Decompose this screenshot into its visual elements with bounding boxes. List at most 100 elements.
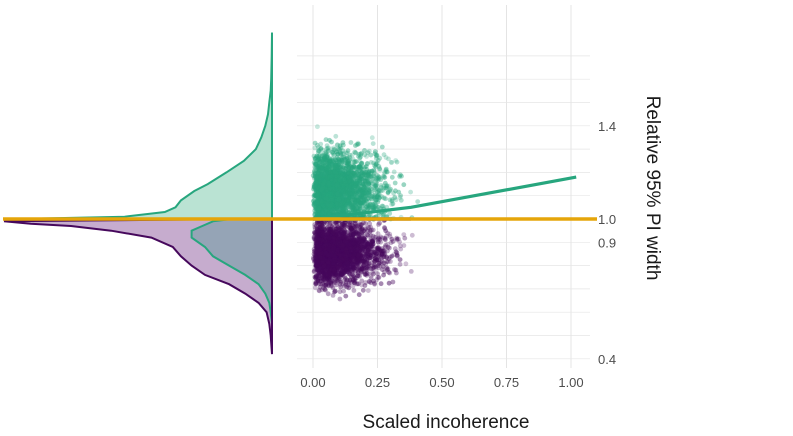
data-point (394, 250, 400, 256)
data-point (314, 259, 319, 265)
data-point (320, 276, 326, 282)
data-point (350, 251, 356, 257)
data-point (378, 188, 384, 194)
data-point (370, 239, 375, 245)
data-point (359, 258, 364, 264)
data-point (336, 245, 342, 250)
data-point (391, 252, 397, 258)
data-point (354, 263, 360, 268)
data-point (326, 234, 331, 240)
data-point (327, 264, 333, 270)
data-point (330, 273, 336, 279)
data-point (326, 274, 332, 280)
data-point (317, 229, 323, 235)
data-point (350, 231, 356, 237)
data-point (330, 149, 335, 155)
data-point (363, 256, 369, 261)
data-point (345, 239, 351, 245)
data-point (324, 232, 329, 238)
data-point (384, 259, 390, 265)
data-point (319, 234, 325, 240)
data-point (382, 244, 388, 250)
data-point (344, 235, 350, 241)
data-point (325, 275, 331, 280)
data-point (323, 255, 328, 261)
data-point (317, 235, 322, 241)
data-point (365, 241, 371, 247)
data-point (315, 235, 321, 241)
data-point (315, 267, 321, 273)
data-point (352, 259, 358, 265)
data-point (344, 250, 350, 255)
data-point (328, 245, 334, 251)
data-point (337, 278, 343, 284)
data-point (355, 246, 360, 252)
data-point (340, 266, 346, 271)
data-point (354, 257, 359, 263)
data-point (394, 159, 400, 165)
data-point (317, 270, 323, 276)
data-point (351, 265, 357, 271)
data-point (316, 288, 322, 293)
data-point (385, 244, 391, 250)
data-point (319, 251, 324, 256)
data-point (328, 265, 334, 271)
data-point (318, 260, 323, 266)
data-point (322, 220, 327, 226)
data-point (390, 239, 396, 244)
data-point (312, 248, 318, 254)
data-point (374, 156, 379, 161)
data-point (332, 278, 338, 284)
data-point (334, 243, 339, 249)
data-point (333, 254, 339, 260)
data-point (361, 220, 366, 226)
data-point (331, 250, 337, 256)
data-point (320, 272, 326, 278)
data-point (321, 267, 327, 272)
data-point (368, 280, 374, 286)
data-point (368, 245, 373, 250)
data-point (336, 230, 341, 236)
data-point (334, 278, 340, 283)
data-point (360, 231, 366, 236)
data-point (319, 226, 325, 232)
data-point (317, 235, 323, 241)
data-point (394, 270, 399, 276)
data-point (330, 252, 336, 257)
data-point (368, 274, 374, 279)
data-point (321, 255, 326, 261)
data-point (320, 252, 326, 258)
data-point (354, 251, 359, 257)
data-point (359, 230, 364, 236)
data-point (334, 268, 340, 273)
data-point (319, 239, 325, 245)
data-point (364, 154, 369, 159)
data-point (375, 271, 380, 277)
density-fill-wider (17, 32, 273, 219)
data-point (313, 281, 319, 287)
data-point (311, 269, 317, 275)
data-point (368, 266, 374, 272)
data-point (318, 232, 323, 238)
data-point (319, 239, 325, 245)
data-point (359, 245, 365, 250)
data-point (397, 261, 403, 267)
data-point (354, 259, 360, 264)
data-point (359, 269, 364, 274)
data-point (332, 255, 338, 260)
data-point (341, 222, 347, 228)
data-point (318, 241, 323, 246)
data-point (379, 144, 385, 150)
data-point (315, 262, 321, 268)
data-point (322, 271, 328, 277)
data-point (319, 267, 325, 273)
data-point (323, 243, 329, 248)
data-point (387, 197, 393, 203)
data-point (366, 271, 371, 277)
data-point (330, 224, 335, 230)
data-point (336, 235, 342, 241)
data-point (401, 243, 407, 248)
data-point (369, 254, 374, 259)
data-point (355, 258, 360, 263)
data-point (321, 221, 326, 227)
